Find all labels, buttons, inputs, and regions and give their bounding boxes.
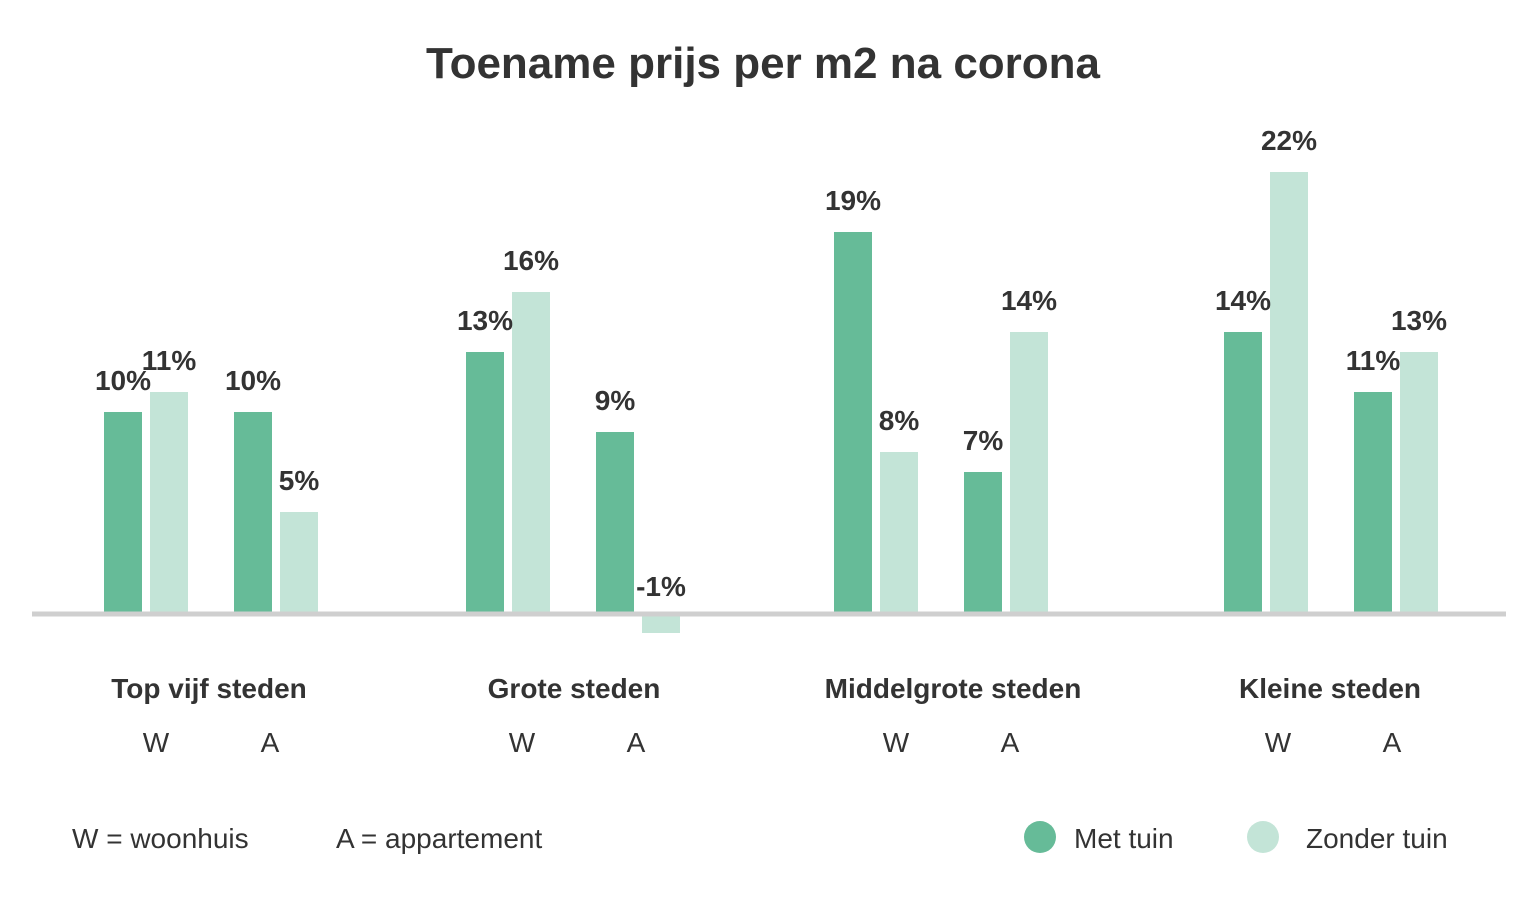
note-woonhuis: W = woonhuis <box>72 823 249 854</box>
value-label-kleine-steden-a-met-tuin: 11% <box>1346 345 1401 376</box>
value-label-kleine-steden-w-zonder-tuin: 22% <box>1261 125 1317 156</box>
value-label-top-vijf-steden-w-met-tuin: 10% <box>95 365 151 396</box>
subcategory-label-middelgrote-steden-a: A <box>1001 727 1020 758</box>
subcategory-label-grote-steden-a: A <box>627 727 646 758</box>
category-label-top-vijf-steden: Top vijf steden <box>111 673 307 704</box>
subcategory-label-grote-steden-w: W <box>509 727 536 758</box>
category-label-kleine-steden: Kleine steden <box>1239 673 1421 704</box>
bar-top-vijf-steden-w-zonder-tuin <box>150 392 188 612</box>
value-label-grote-steden-w-met-tuin: 13% <box>457 305 513 336</box>
category-label-middelgrote-steden: Middelgrote steden <box>825 673 1082 704</box>
value-label-kleine-steden-w-met-tuin: 14% <box>1215 285 1271 316</box>
value-label-kleine-steden-a-zonder-tuin: 13% <box>1391 305 1447 336</box>
value-label-middelgrote-steden-a-met-tuin: 7% <box>963 425 1004 456</box>
value-label-top-vijf-steden-a-met-tuin: 10% <box>225 365 281 396</box>
chart-title: Toename prijs per m2 na corona <box>426 39 1101 88</box>
legend-swatch-zonder-tuin <box>1247 821 1279 853</box>
bar-kleine-steden-w-zonder-tuin <box>1270 172 1308 612</box>
legend-label-zonder-tuin: Zonder tuin <box>1306 823 1448 854</box>
value-label-grote-steden-a-zonder-tuin: -1% <box>636 571 686 602</box>
bars-layer <box>104 172 1438 633</box>
bar-top-vijf-steden-w-met-tuin <box>104 412 142 612</box>
legend: Met tuin Zonder tuin <box>1024 821 1448 854</box>
bar-top-vijf-steden-a-met-tuin <box>234 412 272 612</box>
subcategory-label-kleine-steden-w: W <box>1265 727 1292 758</box>
bar-grote-steden-w-met-tuin <box>466 352 504 612</box>
bar-middelgrote-steden-a-met-tuin <box>964 472 1002 612</box>
value-label-middelgrote-steden-w-zonder-tuin: 8% <box>879 405 920 436</box>
bar-middelgrote-steden-a-zonder-tuin <box>1010 332 1048 612</box>
value-label-middelgrote-steden-a-zonder-tuin: 14% <box>1001 285 1057 316</box>
bar-kleine-steden-w-met-tuin <box>1224 332 1262 612</box>
category-labels-layer: Top vijf steden Grote steden Middelgrote s… <box>111 673 1421 704</box>
bar-middelgrote-steden-w-met-tuin <box>834 232 872 612</box>
value-label-top-vijf-steden-a-zonder-tuin: 5% <box>279 465 320 496</box>
bar-top-vijf-steden-a-zonder-tuin <box>280 512 318 612</box>
subcategory-label-top-vijf-steden-w: W <box>143 727 170 758</box>
legend-swatch-met-tuin <box>1024 821 1056 853</box>
bar-grote-steden-w-zonder-tuin <box>512 292 550 612</box>
bar-kleine-steden-a-zonder-tuin <box>1400 352 1438 612</box>
bar-middelgrote-steden-w-zonder-tuin <box>880 452 918 612</box>
note-appartement: A = appartement <box>336 823 542 854</box>
category-label-grote-steden: Grote steden <box>488 673 661 704</box>
bar-kleine-steden-a-met-tuin <box>1354 392 1392 612</box>
subcategory-label-top-vijf-steden-a: A <box>261 727 280 758</box>
value-label-middelgrote-steden-w-met-tuin: 19% <box>825 185 881 216</box>
value-label-top-vijf-steden-w-zonder-tuin: 11% <box>142 345 197 376</box>
legend-label-met-tuin: Met tuin <box>1074 823 1174 854</box>
value-label-grote-steden-w-zonder-tuin: 16% <box>503 245 559 276</box>
value-labels-layer: 10%11%10%5%13%16%9%-1%19%8%7%14% 14%22%11… <box>95 125 1447 602</box>
bar-grote-steden-a-zonder-tuin <box>642 612 680 633</box>
subcategory-label-middelgrote-steden-w: W <box>883 727 910 758</box>
subcategory-label-kleine-steden-a: A <box>1383 727 1402 758</box>
value-label-grote-steden-a-met-tuin: 9% <box>595 385 636 416</box>
bar-grote-steden-a-met-tuin <box>596 432 634 612</box>
